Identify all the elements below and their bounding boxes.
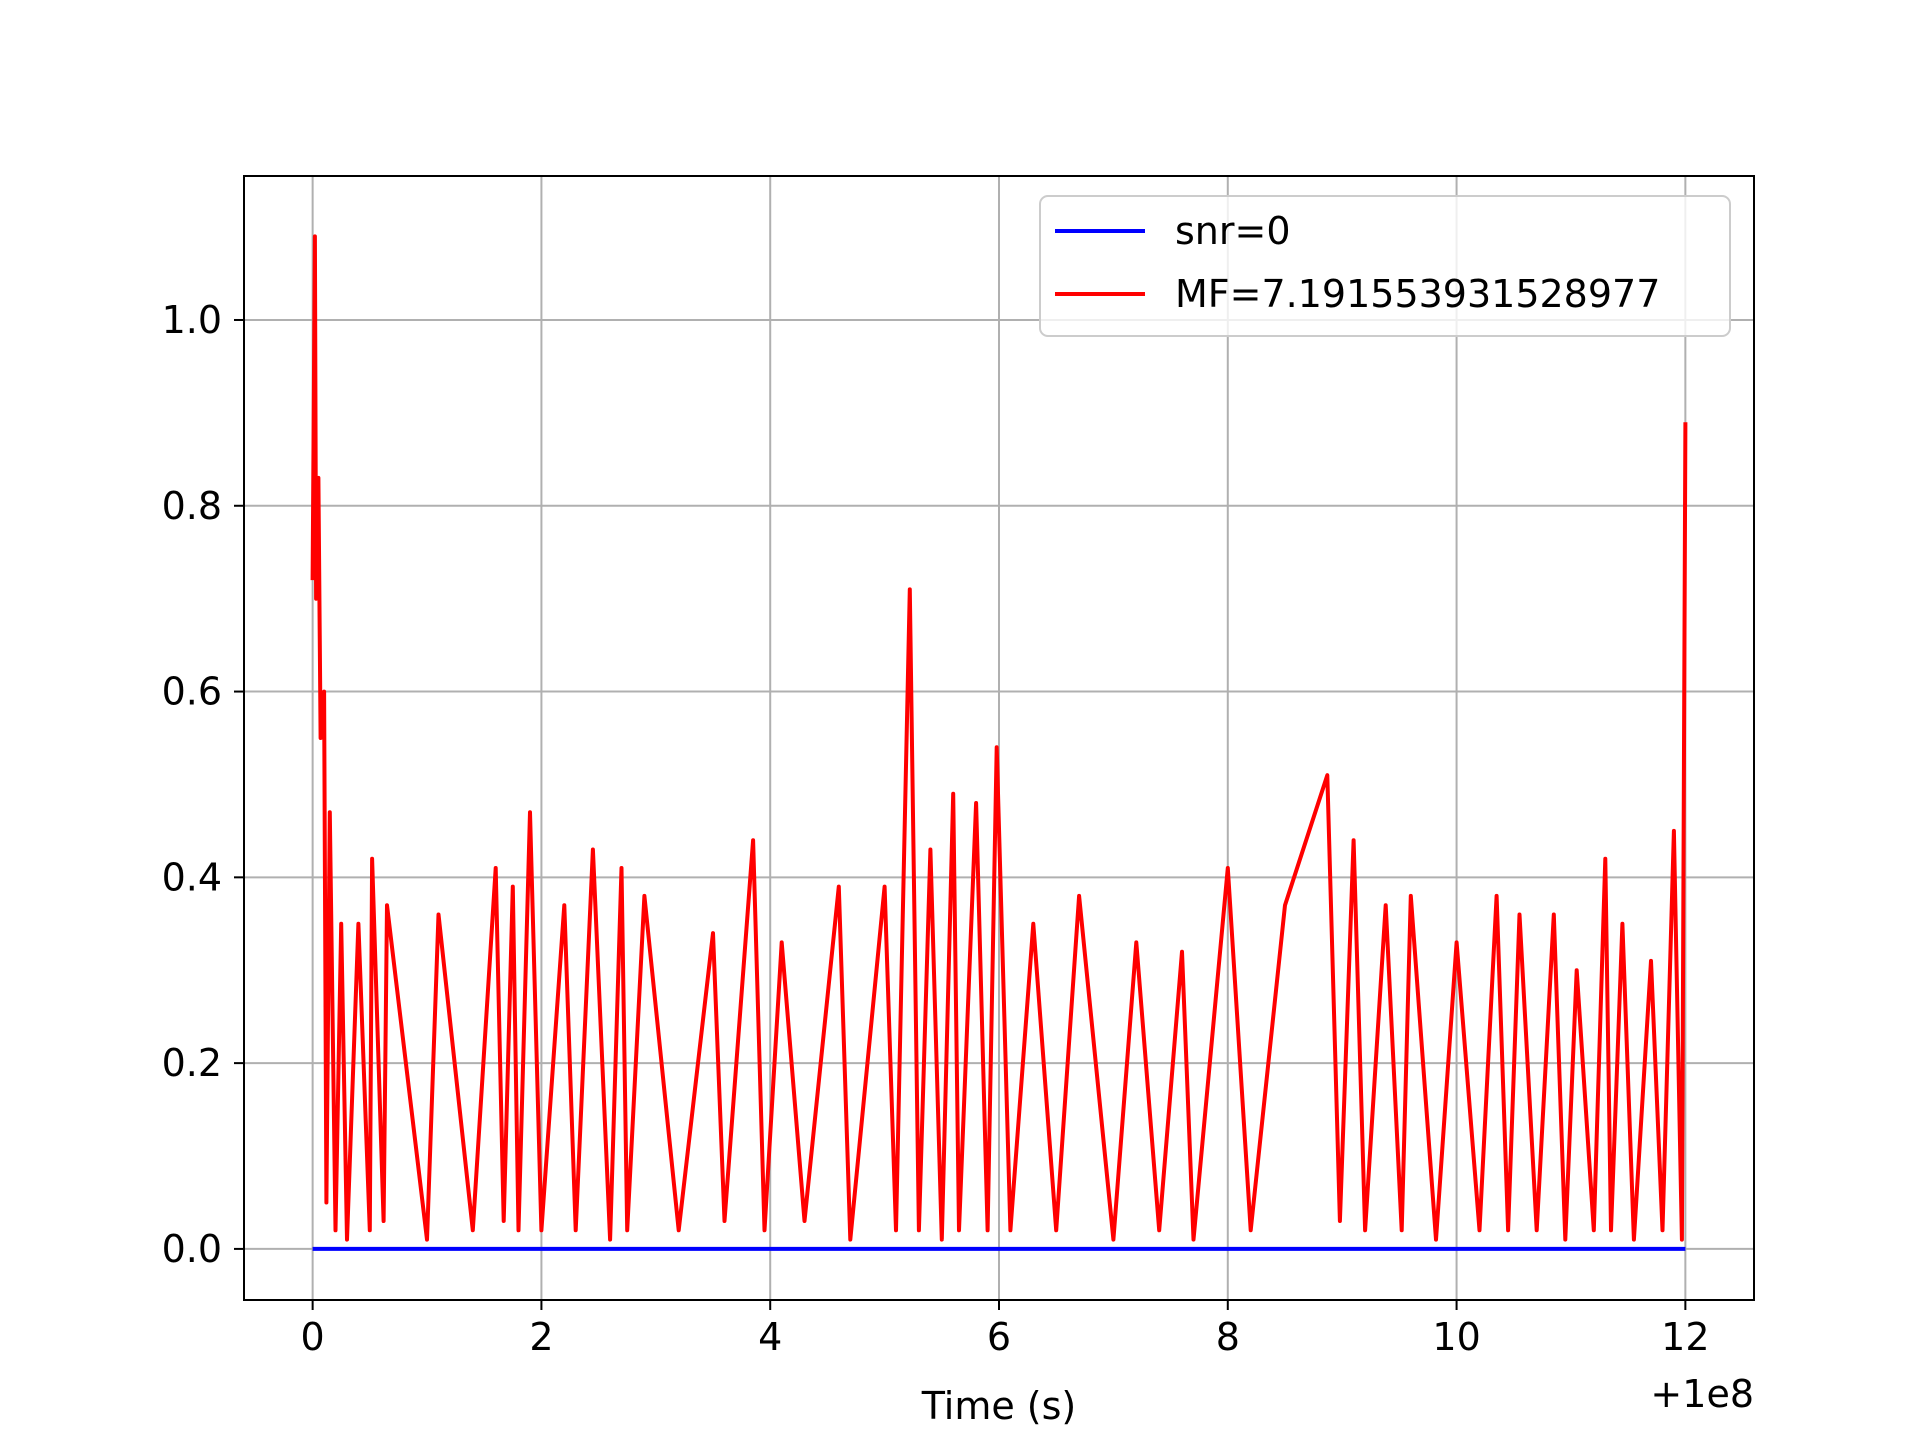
series-line-mf [310, 234, 1688, 1242]
x-tick-label: 4 [758, 1315, 782, 1359]
x-tick-label: 8 [1216, 1315, 1240, 1359]
y-tick-label: 0.0 [162, 1227, 222, 1271]
y-tick-label: 0.6 [162, 670, 222, 714]
y-tick-label: 0.4 [162, 855, 222, 899]
x-tick-label: 6 [987, 1315, 1011, 1359]
y-tick-label: 0.8 [162, 484, 222, 528]
legend-label-snr: snr=0 [1175, 209, 1291, 253]
x-tick-label: 2 [529, 1315, 553, 1359]
x-tick-label: 12 [1661, 1315, 1709, 1359]
y-tick-label: 1.0 [162, 298, 222, 342]
legend-box [1039, 195, 1731, 337]
x-axis-label: Time (s) [921, 1384, 1077, 1428]
axis-ticks: 0 2 4 6 8 10 12 0.0 0.2 0.4 0.6 0.8 1.0 [162, 298, 1710, 1359]
series-lines [310, 234, 1688, 1251]
legend-label-mf: MF=7.191553931528977 [1175, 272, 1660, 316]
x-tick-label: 10 [1432, 1315, 1480, 1359]
grid [244, 176, 1754, 1300]
y-tick-label: 0.2 [162, 1041, 222, 1085]
x-axis-offset-label: +1e8 [1650, 1372, 1754, 1416]
legend: snr=0 MF=7.191553931528977 [1039, 195, 1731, 337]
x-tick-label: 0 [301, 1315, 325, 1359]
